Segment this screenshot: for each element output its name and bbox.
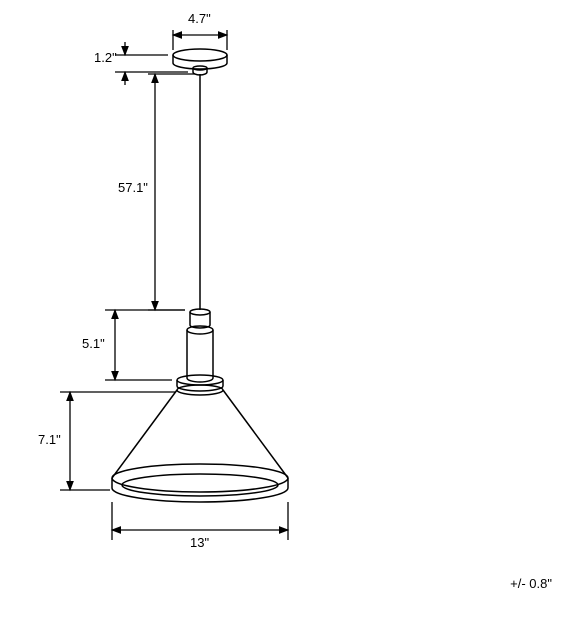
canopy [173,49,227,75]
dimension-lines [60,30,288,540]
collar [177,375,223,395]
label-shade-width: 13" [190,535,209,550]
neck [187,309,213,382]
label-shade-height: 7.1" [38,432,61,447]
shade [112,390,288,502]
label-cord-length: 57.1" [118,180,148,195]
tolerance-note: +/- 0.8" [510,576,552,591]
label-neck-height: 5.1" [82,336,105,351]
lamp-drawing [112,49,288,502]
label-canopy-width: 4.7" [188,11,211,26]
label-canopy-height: 1.2" [94,50,117,65]
diagram-svg [0,0,570,619]
